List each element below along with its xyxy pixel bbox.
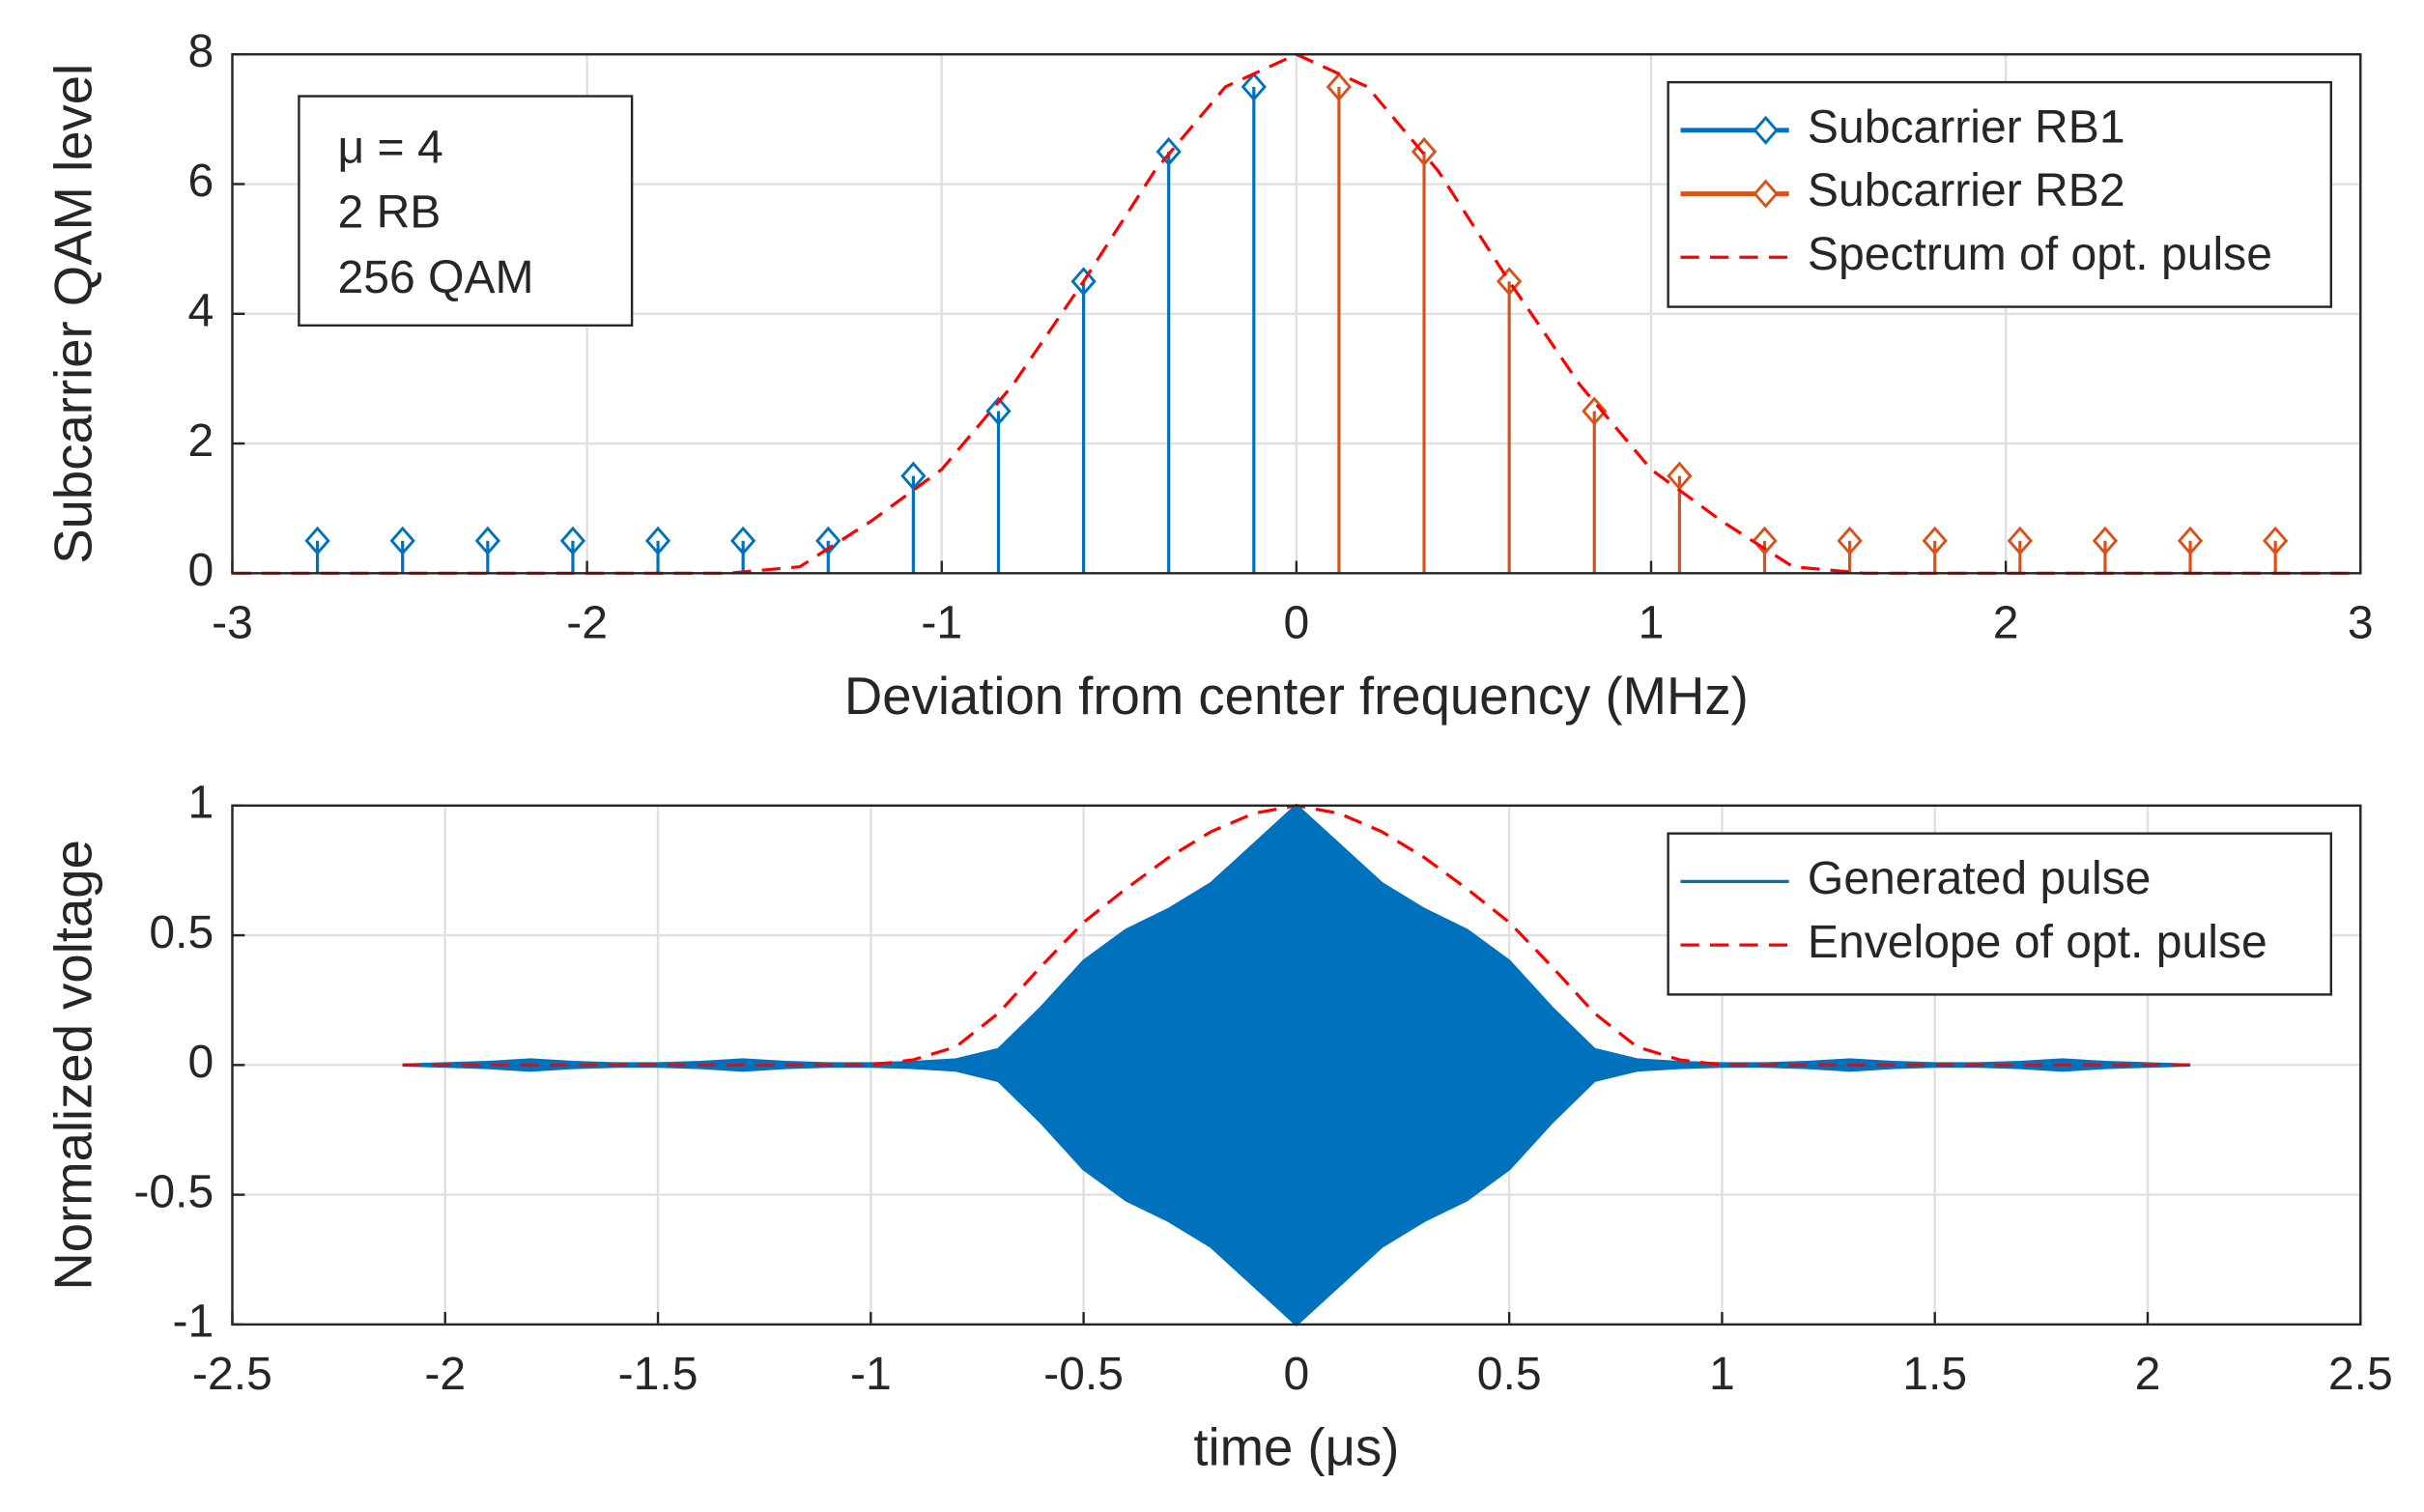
x-tick-label: 2: [1993, 597, 2019, 649]
y-axis-label: Normalized voltage: [44, 840, 103, 1291]
stem-marker: [2092, 526, 2119, 556]
x-tick-label: -0.5: [1043, 1348, 1124, 1400]
legend-marker: [1753, 115, 1779, 145]
x-tick-label: 1.5: [1902, 1348, 1967, 1400]
x-tick-label: -2: [424, 1348, 466, 1400]
stem-marker: [1752, 526, 1778, 556]
x-tick-label: 2: [2135, 1348, 2161, 1400]
stem-marker: [1497, 267, 1523, 297]
legend-label: Subcarrier RB1: [1808, 101, 2125, 154]
stem-marker: [1241, 71, 1267, 101]
subplot: -3 -2 -1 0 1 2 3 0 2 4 6 8 Deviation from center fre…: [44, 25, 2374, 726]
y-tick-label: 1: [187, 777, 214, 829]
legend-label: Envelope of opt. pulse: [1808, 916, 2267, 968]
stem-marker: [559, 526, 586, 556]
x-tick-label: 2.5: [2328, 1348, 2393, 1400]
axes-box: [231, 804, 2362, 1327]
y-tick-label: 0: [187, 544, 214, 596]
x-axis-label: time (μs): [1193, 1418, 1399, 1477]
y-tick-label: -1: [172, 1296, 214, 1348]
y-tick-label: 0.5: [149, 906, 214, 958]
x-axis-label: Deviation from center frequency (MHz): [844, 667, 1749, 726]
legend-label: Spectrum of opt. pulse: [1808, 228, 2272, 280]
stem-marker: [900, 461, 927, 491]
y-axis-label: Subcarrier QAM level: [44, 64, 103, 564]
legend-label: Subcarrier RB2: [1808, 164, 2125, 216]
stem-marker: [730, 526, 756, 556]
stem-marker: [2263, 526, 2289, 556]
stem-marker: [644, 526, 671, 556]
legend-box: [1667, 832, 2333, 996]
annotation: 2 RB: [337, 186, 441, 239]
x-tick-label: -2: [566, 597, 608, 649]
stem-marker: [1155, 136, 1182, 166]
x-tick-label: 1: [1639, 597, 1665, 649]
x-tick-label: -1: [850, 1348, 892, 1400]
stem-marker: [1582, 396, 1608, 426]
y-tick-label: 4: [187, 284, 214, 336]
x-tick-label: -1: [921, 597, 962, 649]
stem-marker: [1070, 267, 1097, 297]
stem-marker: [815, 526, 841, 556]
y-tick-label: 6: [187, 155, 214, 207]
annotation: μ = 4: [337, 121, 442, 173]
stem-marker: [304, 526, 330, 556]
stem-marker: [2177, 526, 2204, 556]
stem-marker: [389, 526, 415, 556]
stem-marker: [1326, 71, 1353, 101]
stem-marker: [985, 396, 1012, 426]
legend-label: Generated pulse: [1808, 852, 2151, 904]
annotation-box: [298, 95, 634, 328]
y-tick-label: 2: [187, 414, 214, 467]
x-tick-label: 0.5: [1477, 1348, 1542, 1400]
y-tick-label: 0: [187, 1036, 214, 1088]
stem-marker: [2007, 526, 2033, 556]
stem-marker: [474, 526, 500, 556]
subplot: -2.5 -2 -1.5 -1 -0.5 0 0.5 1 1.5 2 2.5 -1 -0.5 0 0.5 1 t…: [44, 777, 2393, 1477]
legend-marker: [1753, 179, 1779, 209]
x-tick-label: -1.5: [618, 1348, 699, 1400]
stem-marker: [1922, 526, 1948, 556]
y-tick-label: 8: [187, 25, 214, 77]
x-tick-label: 1: [1709, 1348, 1735, 1400]
x-tick-label: 0: [1283, 1348, 1309, 1400]
stem-marker: [1837, 526, 1863, 556]
pulse-lower: [402, 1063, 2191, 1327]
x-tick-label: 3: [2348, 597, 2374, 649]
y-tick-label: -0.5: [133, 1165, 214, 1217]
x-tick-label: 0: [1283, 597, 1309, 649]
x-tick-label: -3: [212, 597, 253, 649]
axes-box: [231, 53, 2362, 575]
annotation: 256 QAM: [337, 251, 533, 303]
x-tick-label: -2.5: [192, 1348, 272, 1400]
